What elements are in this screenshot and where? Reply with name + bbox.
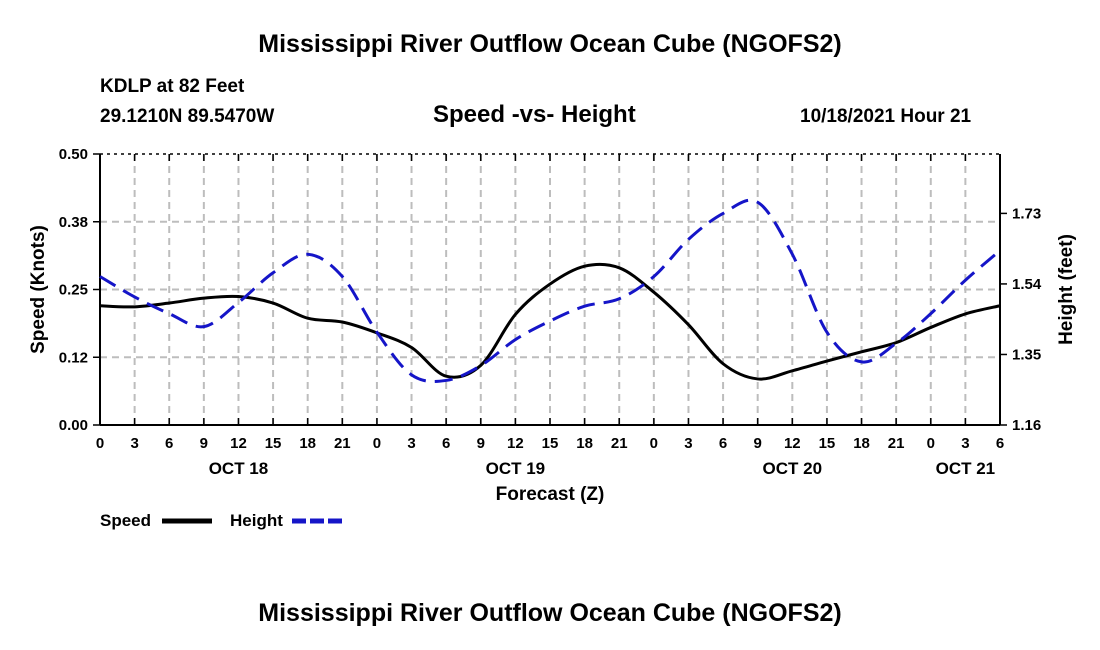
y2-tick-label: 1.54 [1012,276,1042,293]
x-tick-label: 3 [407,435,415,452]
x-tick-label: 21 [334,435,351,452]
legend-speed-label: Speed [100,511,151,530]
y2-tick-label: 1.35 [1012,346,1041,363]
chart-footer-title: Mississippi River Outflow Ocean Cube (NG… [258,599,842,627]
x-tick-label: 9 [477,435,485,452]
x-tick-label: 6 [442,435,450,452]
x-tick-label: 3 [684,435,692,452]
y-tick-label: 0.25 [59,282,88,299]
x-tick-label: 6 [165,435,173,452]
x-tick-label: 9 [200,435,208,452]
x-tick-label: 15 [265,435,282,452]
station-coordinates: 29.1210N 89.5470W [100,106,275,127]
x-tick-label: 9 [754,435,762,452]
y-tick-label: 0.38 [59,214,88,231]
y-axis-title: Speed (Knots) [28,225,49,354]
y2-axis-title: Height (feet) [1056,234,1077,345]
x-tick-label: 6 [996,435,1004,452]
x-date-label: OCT 21 [936,459,996,478]
y-tick-label: 0.12 [59,349,88,366]
x-tick-label: 21 [611,435,628,452]
x-tick-label: 21 [888,435,905,452]
chart-subtitle: Speed -vs- Height [433,101,636,128]
x-tick-label: 12 [507,435,524,452]
x-tick-label: 3 [130,435,138,452]
y2-tick-label: 1.73 [1012,205,1041,222]
speed-series-line [99,262,1001,381]
x-tick-label: 18 [853,435,870,452]
x-date-label: OCT 20 [763,459,823,478]
speed-height-chart: 0 3 6 9 12 15 18 21 0 3 6 9 12 15 18 21 0 3 6 9 12 15 18 21 0 3 6O… [28,146,1077,530]
x-tick-label: 12 [230,435,247,452]
x-tick-label: 0 [927,435,935,452]
x-date-label: OCT 18 [209,459,269,478]
x-tick-label: 0 [373,435,381,452]
x-tick-label: 0 [650,435,658,452]
x-tick-label: 18 [299,435,316,452]
x-tick-label: 15 [542,435,559,452]
x-axis-title: Forecast (Z) [496,484,605,505]
x-tick-label: 15 [819,435,836,452]
height-series-line [99,198,1001,383]
y2-tick-label: 1.16 [1012,417,1041,434]
y-tick-label: 0.50 [59,146,88,163]
legend-height-label: Height [230,511,283,530]
x-tick-label: 12 [784,435,801,452]
x-tick-label: 6 [719,435,727,452]
x-tick-label: 18 [576,435,593,452]
x-tick-label: 0 [96,435,104,452]
y-tick-label: 0.00 [59,417,88,434]
chart-main-title: Mississippi River Outflow Ocean Cube (NG… [258,30,842,58]
forecast-datetime: 10/18/2021 Hour 21 [800,106,972,127]
station-label: KDLP at 82 Feet [100,76,245,97]
x-tick-label: 3 [961,435,969,452]
x-date-label: OCT 19 [486,459,546,478]
